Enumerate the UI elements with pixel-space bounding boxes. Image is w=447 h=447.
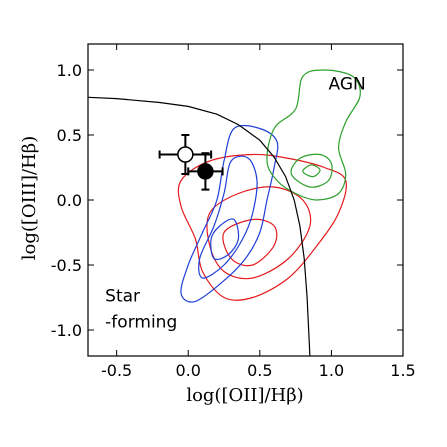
data-points-layer xyxy=(158,134,224,191)
x-tick-label-2: 0.5 xyxy=(247,361,272,380)
y-axis-label: log([OIII]/Hβ) xyxy=(19,136,40,260)
y-tick-label-4: 1.0 xyxy=(57,61,82,80)
x-tick-label-0: -0.5 xyxy=(101,361,132,380)
tick-layer: -0.5 0.0 0.5 1.0 1.5 -1.0 -0.5 0.0 0.5 1.0 xyxy=(51,44,416,380)
annotation-forming: -forming xyxy=(105,312,177,332)
demarcation-curve xyxy=(87,96,311,357)
x-axis-label: log([OII]/Hβ) xyxy=(186,385,303,406)
x-tick-label-3: 1.0 xyxy=(319,361,344,380)
y-tick-label-1: -0.5 xyxy=(51,256,82,275)
contour-red-2 xyxy=(222,218,278,267)
y-tick-label-2: 0.0 xyxy=(57,191,82,210)
contour-blue-0 xyxy=(180,124,279,303)
annotation-star: Star xyxy=(105,286,140,306)
contour-green-0 xyxy=(266,69,361,201)
x-tick-label-1: 0.0 xyxy=(176,361,201,380)
point-open xyxy=(177,146,194,163)
point-filled xyxy=(197,163,214,180)
demarcation-curve-layer xyxy=(87,96,311,357)
contour-blue-2 xyxy=(210,218,240,261)
x-tick-label-4: 1.5 xyxy=(390,361,415,380)
contour-blue-1 xyxy=(198,155,258,279)
contour-red-0 xyxy=(177,153,347,301)
y-tick-label-3: 0.5 xyxy=(57,126,82,145)
contour-green-2 xyxy=(302,164,321,178)
y-tick-label-0: -1.0 xyxy=(51,321,82,340)
contour-green-1 xyxy=(290,153,333,188)
contour-layer xyxy=(177,69,361,303)
annotation-agn: AGN xyxy=(329,75,366,95)
